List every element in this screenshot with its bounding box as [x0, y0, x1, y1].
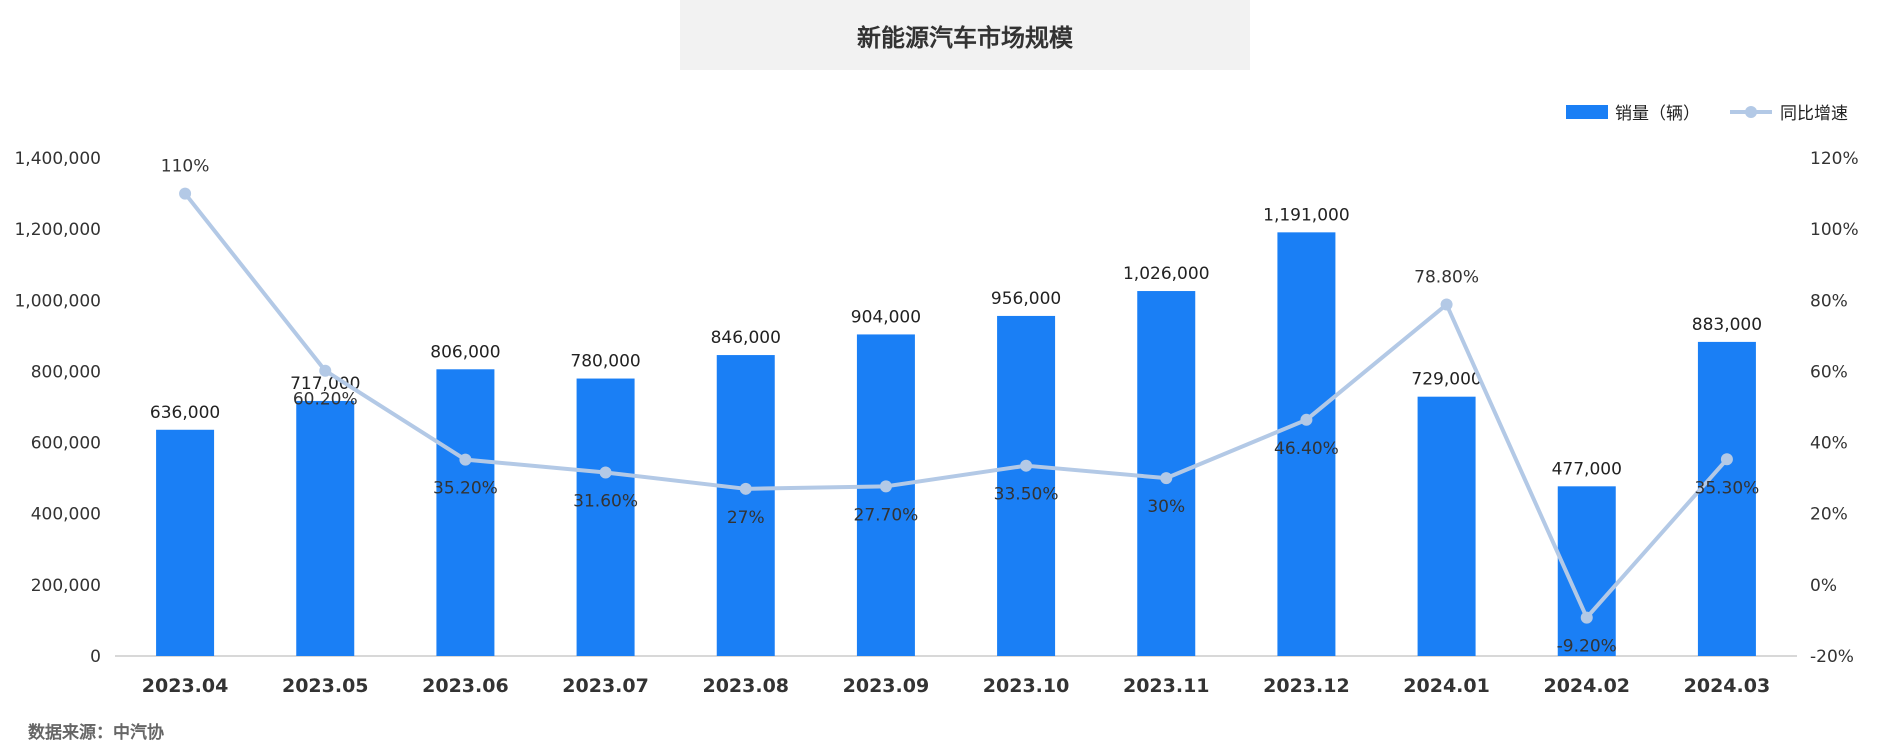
y-right-tick-label: 40%	[1810, 434, 1848, 454]
bar	[1417, 396, 1476, 656]
growth-value-label: 78.80%	[1414, 268, 1479, 288]
growth-value-label: -9.20%	[1557, 637, 1617, 657]
bar-value-label: 1,026,000	[1123, 264, 1210, 284]
bar-value-label: 780,000	[570, 352, 640, 372]
y-left-tick-label: 800,000	[31, 362, 101, 382]
growth-point	[1580, 611, 1593, 624]
growth-value-label: 110%	[161, 157, 210, 177]
y-right-tick-label: 80%	[1810, 291, 1848, 311]
bar-value-label: 636,000	[150, 403, 220, 423]
growth-value-label: 60.20%	[293, 390, 358, 410]
x-tick-label: 2023.09	[843, 675, 930, 697]
y-left-tick-label: 200,000	[31, 576, 101, 596]
x-tick-label: 2023.06	[422, 675, 509, 697]
y-right-tick-label: 60%	[1810, 362, 1848, 382]
x-tick-label: 2023.05	[282, 675, 369, 697]
y-left-tick-label: 0	[90, 647, 101, 667]
growth-value-label: 30%	[1147, 497, 1185, 517]
chart-title-box: 新能源汽车市场规模	[680, 0, 1250, 70]
bar	[296, 400, 355, 656]
bar-value-label: 904,000	[851, 307, 921, 327]
bar-value-label: 846,000	[711, 328, 781, 348]
bar	[997, 315, 1056, 656]
y-left-tick-label: 400,000	[31, 505, 101, 525]
growth-point	[1300, 413, 1313, 426]
x-tick-label: 2023.08	[702, 675, 789, 697]
x-tick-label: 2023.07	[562, 675, 649, 697]
legend-swatch-marker	[1745, 106, 1757, 118]
y-left-tick-label: 1,200,000	[14, 220, 101, 240]
chart-title: 新能源汽车市场规模	[857, 23, 1073, 52]
growth-value-label: 31.60%	[573, 491, 638, 511]
growth-value-label: 33.50%	[994, 485, 1059, 505]
growth-value-label: 27%	[727, 508, 765, 528]
bar	[1277, 232, 1336, 656]
legend-label-growth: 同比增速	[1780, 104, 1848, 124]
legend-label-sales: 销量（辆）	[1615, 104, 1700, 124]
growth-point	[1160, 472, 1173, 485]
y-right-tick-label: 100%	[1810, 220, 1859, 240]
bar-value-label: 477,000	[1552, 459, 1622, 479]
bar	[1697, 341, 1756, 656]
y-right-tick-label: 0%	[1810, 576, 1837, 596]
growth-point	[879, 480, 892, 493]
x-tick-label: 2023.04	[142, 675, 229, 697]
bar-value-label: 717,000	[290, 374, 360, 394]
bar-value-label: 883,000	[1692, 315, 1762, 335]
bar	[156, 429, 215, 656]
growth-value-label: 27.70%	[854, 505, 919, 525]
y-right-tick-label: 120%	[1810, 149, 1859, 169]
data-source: 数据来源：中汽协	[28, 723, 164, 743]
x-tick-label: 2024.03	[1684, 675, 1771, 697]
bar	[436, 369, 495, 656]
y-right-tick-label: -20%	[1810, 647, 1854, 667]
growth-point	[599, 466, 612, 479]
growth-point	[459, 453, 472, 466]
growth-point	[319, 364, 332, 377]
growth-point	[1720, 453, 1733, 466]
growth-point	[179, 187, 192, 200]
bar	[576, 378, 635, 656]
x-tick-label: 2024.02	[1543, 675, 1630, 697]
growth-value-label: 35.30%	[1695, 478, 1760, 498]
y-left-tick-label: 1,000,000	[14, 291, 101, 311]
y-left-tick-label: 600,000	[31, 434, 101, 454]
bar	[856, 334, 915, 656]
x-tick-label: 2023.11	[1123, 675, 1210, 697]
bar-value-label: 729,000	[1411, 370, 1481, 390]
growth-point	[739, 482, 752, 495]
x-tick-label: 2023.12	[1263, 675, 1350, 697]
growth-value-label: 35.20%	[433, 479, 498, 499]
y-left-tick-label: 1,400,000	[14, 149, 101, 169]
bar-value-label: 1,191,000	[1263, 205, 1350, 225]
bar	[716, 355, 775, 656]
y-right-tick-label: 20%	[1810, 505, 1848, 525]
bar-value-label: 956,000	[991, 289, 1061, 309]
growth-value-label: 46.40%	[1274, 439, 1339, 459]
growth-line	[183, 192, 1729, 620]
legend-swatch-bar	[1566, 105, 1608, 119]
x-tick-label: 2024.01	[1403, 675, 1490, 697]
bar-value-label: 806,000	[430, 342, 500, 362]
growth-point	[1020, 459, 1033, 472]
growth-point	[1440, 298, 1453, 311]
x-tick-label: 2023.10	[983, 675, 1070, 697]
